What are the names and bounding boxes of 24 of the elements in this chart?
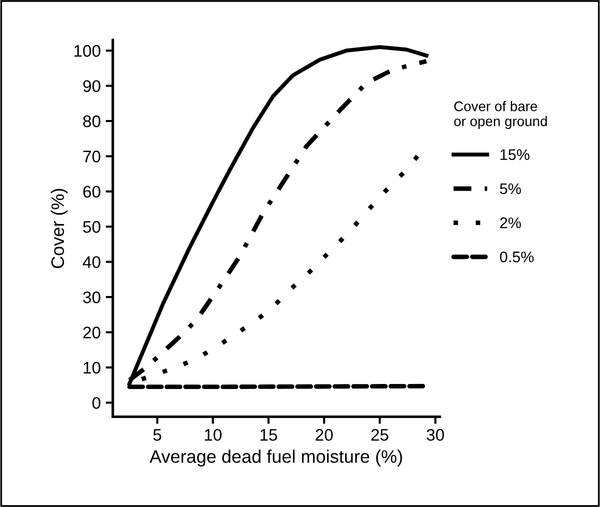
x-axis-title: Average dead fuel moisture (%)	[150, 450, 402, 466]
legend-label: 15%	[500, 149, 530, 160]
y-tick-label: 10	[84, 362, 100, 374]
y-axis-title: Cover (%)	[50, 188, 68, 268]
x-tick-label: 25	[371, 429, 388, 441]
legend-title: Cover of bare or open ground	[454, 101, 547, 129]
x-tick-label: 15	[260, 429, 278, 441]
legend-label: 0.5%	[500, 252, 534, 262]
y-tick-label: 20	[83, 326, 100, 338]
y-tick-label: 40	[82, 256, 100, 268]
x-tick-label: 5	[153, 429, 162, 441]
x-tick-label: 20	[316, 429, 333, 441]
y-tick-label: 0	[92, 397, 100, 409]
x-tick-label: 10	[204, 429, 222, 441]
y-tick-label: 100	[74, 45, 100, 57]
y-tick-label: 80	[83, 115, 100, 128]
x-tick-label: 30	[426, 429, 444, 441]
legend-label: 2%	[500, 217, 521, 228]
legend-label: 5%	[500, 183, 521, 194]
y-tick-label: 70	[83, 150, 100, 162]
y-tick-label: 50	[83, 221, 100, 233]
y-tick-label: 60	[83, 186, 100, 198]
y-tick-label: 30	[83, 291, 100, 304]
y-tick-label: 90	[83, 80, 100, 92]
